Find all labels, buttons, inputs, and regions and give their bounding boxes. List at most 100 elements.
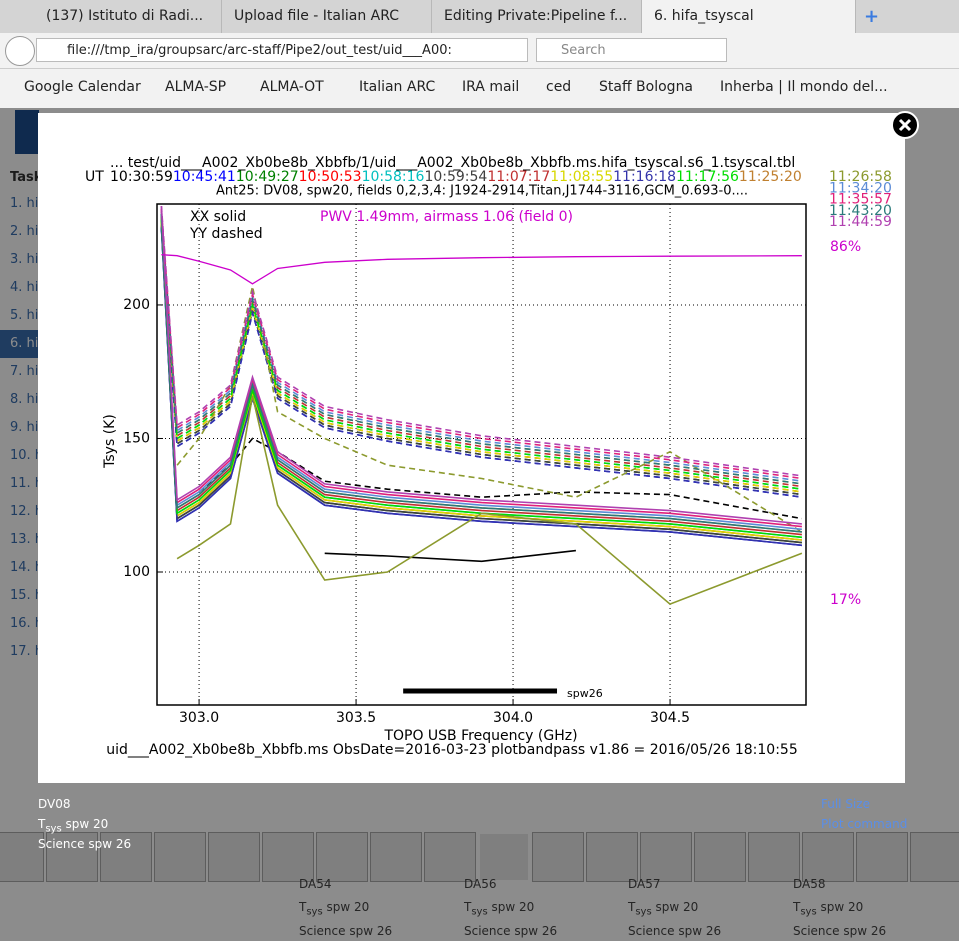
text: T [628,900,636,914]
bookmark[interactable]: ALMA-OT [260,79,324,95]
legend-entry: 10:30:59 [110,169,173,185]
sidebar-item[interactable]: 13. h [10,532,44,547]
thumbnail[interactable] [208,832,260,882]
series-line-yy [160,224,803,496]
series-line-xx [160,214,802,533]
series-line-xx [160,224,802,544]
series-line-xx [160,227,802,547]
bookmark[interactable]: Italian ARC [359,79,436,95]
thumb-science: Science spw 26 [464,924,558,938]
series-line-yy [160,216,803,488]
legend-entry: 11:16:18 [613,169,676,185]
pwv-line [161,254,802,285]
thumbnail[interactable] [586,832,638,882]
sidebar-item[interactable]: 4. hif [10,280,43,295]
bookmark[interactable]: IRA mail [462,79,520,95]
bookmark[interactable]: Staff Bologna [599,79,694,95]
text: T [793,900,801,914]
thumbnail[interactable] [424,832,476,882]
legend-entry: 11:34:20 [829,180,892,196]
sidebar-item[interactable]: 7. hif [10,364,43,379]
x-tick-label: 303.5 [336,710,376,726]
thumb-science: Science spw 26 [628,924,722,938]
url-bar[interactable]: file:///tmp_ira/groupsarc/arc-staff/Pipe… [36,38,528,62]
series-line-yy [160,206,803,477]
bookmark[interactable]: Google Calendar [24,79,141,95]
sidebar-item[interactable]: 2. hif [10,224,43,239]
thumb-science: Science spw 26 [793,924,887,938]
text: T [38,817,46,831]
sidebar-active [0,330,38,358]
thumb-name: DA54 [299,877,332,891]
sidebar-item[interactable]: 15. h [10,588,44,603]
sidebar-item[interactable]: 5. hif [10,308,43,323]
sidebar-item[interactable]: 16. h [10,616,44,631]
sidebar-item[interactable]: 12. h [10,504,44,519]
thumb-science: Science spw 26 [299,924,393,938]
thumb-tsys: Tsys spw 20 [299,900,369,917]
tab-active[interactable]: 6. hifa_tsyscal [642,0,856,33]
caption-tsys: Tsys spw 20 [38,817,108,834]
sidebar-item[interactable]: 10. h [10,448,44,463]
thumbnail[interactable] [748,832,800,882]
thumb-name: DA56 [464,877,497,891]
plot-command-link[interactable]: Plot command [821,817,908,831]
footer: uid___A002_Xb0be8b_Xbbfb.ms ObsDate=2016… [106,742,798,758]
thumb-tsys: Tsys spw 20 [464,900,534,917]
thumbnail[interactable] [910,832,959,882]
tab[interactable]: (137) Istituto di Radi... [0,0,222,33]
full-size-link[interactable]: Full Size [821,797,870,811]
thumb-tsys: Tsys spw 20 [628,900,698,917]
bookmark[interactable]: ced [546,79,572,95]
text: spw 20 [61,817,109,831]
sidebar-item[interactable]: 11. h [10,476,44,491]
chart-title: ... test/uid___A002_Xb0be8b_Xbbfb/1/uid_… [110,155,795,171]
search-box[interactable]: Search [536,38,727,62]
new-tab[interactable]: + [864,6,880,27]
sidebar-item[interactable]: 17. h [10,644,44,659]
thumbnail[interactable] [46,832,98,882]
series-line-xx [176,395,803,606]
sidebar-item[interactable]: 8. hif [10,392,43,407]
tab[interactable]: Editing Private:Pipeline f... [432,0,642,33]
series-line-yy [160,222,803,493]
legend-entry: 11:17:56 [676,169,739,185]
series-line-yy [160,208,803,480]
legend-entry: 11:07:17 [487,169,550,185]
thumbnail[interactable] [370,832,422,882]
x-tick-label: 304.0 [493,710,533,726]
thumbnail[interactable] [154,832,206,882]
thumbnail[interactable] [100,832,152,882]
y-tick-label: 150 [123,430,150,446]
sidebar-item[interactable]: 6. hif [10,336,43,351]
tab[interactable]: Upload file - Italian ARC [222,0,432,33]
series-line-yy [160,227,803,498]
legend-entry: 11:44:59 [829,214,892,230]
thumbnail[interactable] [316,832,368,882]
thumbnail[interactable] [478,832,530,882]
thumbnail[interactable] [640,832,692,882]
ut-label: UT [85,169,104,185]
series-line-xx [324,549,576,563]
thumbnail[interactable] [0,832,44,882]
close-button[interactable] [890,110,920,140]
bookmark[interactable]: Inherba | Il mondo del... [720,79,888,95]
series-line-xx [160,206,802,525]
thumbnail[interactable] [802,832,854,882]
thumbnail[interactable] [694,832,746,882]
bookmark[interactable]: ALMA-SP [165,79,227,95]
back-button[interactable] [5,36,35,66]
thumbnail[interactable] [856,832,908,882]
sidebar-item[interactable]: 9. hif [10,420,43,435]
text: sys [471,906,488,918]
legend-entry: 10:45:41 [173,169,236,185]
thumbnail[interactable] [262,832,314,882]
sidebar-item[interactable]: 1. hif [10,196,43,211]
series-line-yy [160,211,803,482]
logo [15,110,39,154]
sidebar-item[interactable]: 14. h [10,560,44,575]
sidebar-item[interactable]: 3. hif [10,252,43,267]
legend-entry: 11:25:20 [739,169,802,185]
legend-entry: 11:08:55 [550,169,613,185]
thumbnail[interactable] [532,832,584,882]
